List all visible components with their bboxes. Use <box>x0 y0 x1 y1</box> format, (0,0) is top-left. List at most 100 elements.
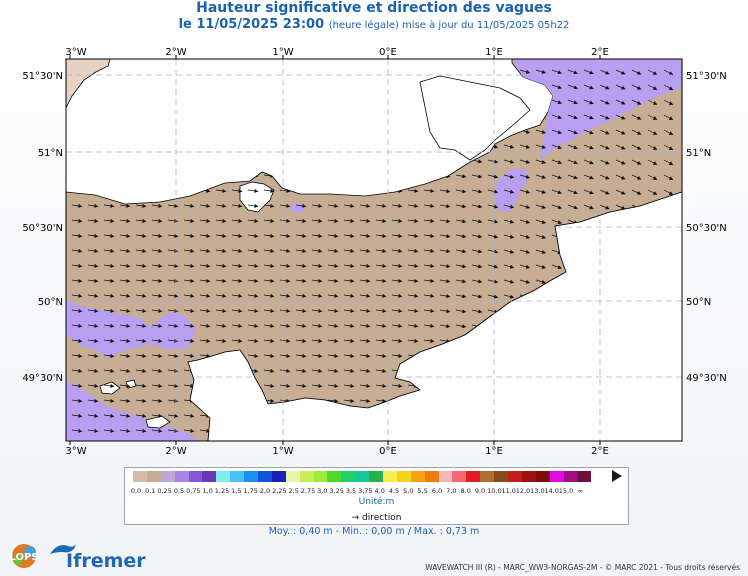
wave-arrow <box>167 383 179 388</box>
wave-arrow <box>295 308 307 313</box>
wave-arrow <box>663 84 674 91</box>
wave-arrow <box>71 413 83 418</box>
wave-arrow <box>439 219 451 224</box>
wave-arrow <box>199 203 211 208</box>
colorbar-label: 0,5 <box>173 487 185 495</box>
wave-arrow <box>279 353 291 358</box>
wave-arrow <box>551 264 562 270</box>
lops-logo[interactable]: LOPS <box>4 542 44 570</box>
wave-arrow <box>183 293 195 298</box>
wave-arrow <box>503 189 515 194</box>
lon-label-2e-bottom: 2°E <box>591 446 609 457</box>
wave-arrow <box>535 69 546 74</box>
wave-arrow <box>327 278 339 283</box>
wave-arrow <box>551 129 562 135</box>
wave-arrow <box>423 323 435 328</box>
ifremer-logo[interactable]: Ifremer <box>66 550 146 572</box>
wave-arrow <box>327 233 339 238</box>
colorbar-swatch <box>396 471 411 482</box>
wave-arrow <box>231 248 243 253</box>
colorbar-label: 3,75 <box>358 487 373 495</box>
wave-arrow <box>455 189 467 194</box>
wave-arrow <box>359 383 371 388</box>
wave-arrow <box>567 144 578 150</box>
wave-arrow <box>199 233 211 238</box>
wave-arrow <box>183 308 195 313</box>
wave-arrow <box>135 308 147 313</box>
colorbar-swatch <box>188 471 203 482</box>
colorbar-swatch <box>230 471 245 482</box>
wave-arrow <box>103 353 115 358</box>
wave-arrow <box>503 204 515 209</box>
lon-label-1e-bottom: 1°E <box>485 446 503 457</box>
wave-arrow <box>199 248 211 253</box>
wave-arrow <box>647 159 658 165</box>
wave-arrow <box>423 188 435 193</box>
wave-arrow <box>231 293 243 298</box>
wave-arrow <box>103 263 115 268</box>
wave-arrow <box>599 159 610 165</box>
wave-arrow <box>215 338 227 343</box>
low-wave-zone-southwest <box>66 380 200 441</box>
lon-label-2w-bottom: 2°W <box>165 446 186 457</box>
wave-arrow <box>391 233 403 238</box>
lat-label-49-30-left: 49°30'N <box>22 373 63 384</box>
wave-arrow <box>103 203 115 208</box>
wave-arrow <box>343 203 355 208</box>
wave-arrow <box>567 159 578 165</box>
low-wave-zone-solent <box>292 204 304 212</box>
wave-arrow <box>439 264 451 269</box>
wave-arrow <box>151 293 163 298</box>
wave-arrow <box>183 248 195 253</box>
wave-arrow <box>375 203 387 208</box>
wave-arrow <box>391 323 403 328</box>
wave-arrow <box>87 233 99 238</box>
wave-arrow <box>215 188 227 193</box>
wave-arrow <box>135 398 147 403</box>
wave-arrow <box>407 308 419 313</box>
wave-arrow <box>615 159 626 165</box>
wave-arrow <box>151 263 163 268</box>
low-wave-zone-west <box>66 300 196 358</box>
wave-arrow <box>71 323 83 328</box>
wave-arrow <box>439 204 451 209</box>
colorbar-label: 3,0 <box>317 487 328 495</box>
wave-arrow <box>151 323 163 328</box>
wave-arrow <box>231 218 243 223</box>
wave-arrow <box>87 368 99 373</box>
wave-arrow <box>455 174 467 179</box>
wave-arrow <box>103 308 115 313</box>
colorbar-swatch <box>146 471 161 482</box>
wave-arrow <box>471 234 483 239</box>
wave-arrow <box>135 278 147 283</box>
colorbar-swatch <box>466 471 481 482</box>
wave-arrow <box>663 69 674 76</box>
colorbar-swatch <box>535 471 550 482</box>
legend-colorbar-end-arrow <box>612 470 622 482</box>
colorbar-label: 3,25 <box>329 487 344 495</box>
wave-arrow <box>87 338 99 343</box>
wave-arrow <box>391 278 403 283</box>
wave-arrow <box>103 233 115 238</box>
wave-arrow <box>263 263 275 268</box>
wave-arrow <box>87 248 99 253</box>
wave-arrow <box>439 309 451 314</box>
wave-arrow <box>519 249 531 254</box>
wave-arrow <box>231 338 243 343</box>
lat-label-50-left: 50°N <box>38 297 63 308</box>
wave-arrow <box>151 398 163 403</box>
wave-arrow <box>311 218 323 223</box>
wave-arrow <box>103 218 115 223</box>
wave-arrow <box>71 368 83 373</box>
land-kent <box>419 75 531 161</box>
wave-arrow <box>327 368 339 373</box>
wave-arrow <box>247 233 259 238</box>
lon-label-1w-bottom: 1°W <box>272 446 293 457</box>
wave-arrow <box>471 294 483 299</box>
wave-arrow <box>119 353 131 358</box>
wave-arrow <box>183 203 195 208</box>
wave-arrow <box>599 129 610 135</box>
wave-arrow <box>663 159 674 166</box>
wave-arrow <box>343 218 355 223</box>
